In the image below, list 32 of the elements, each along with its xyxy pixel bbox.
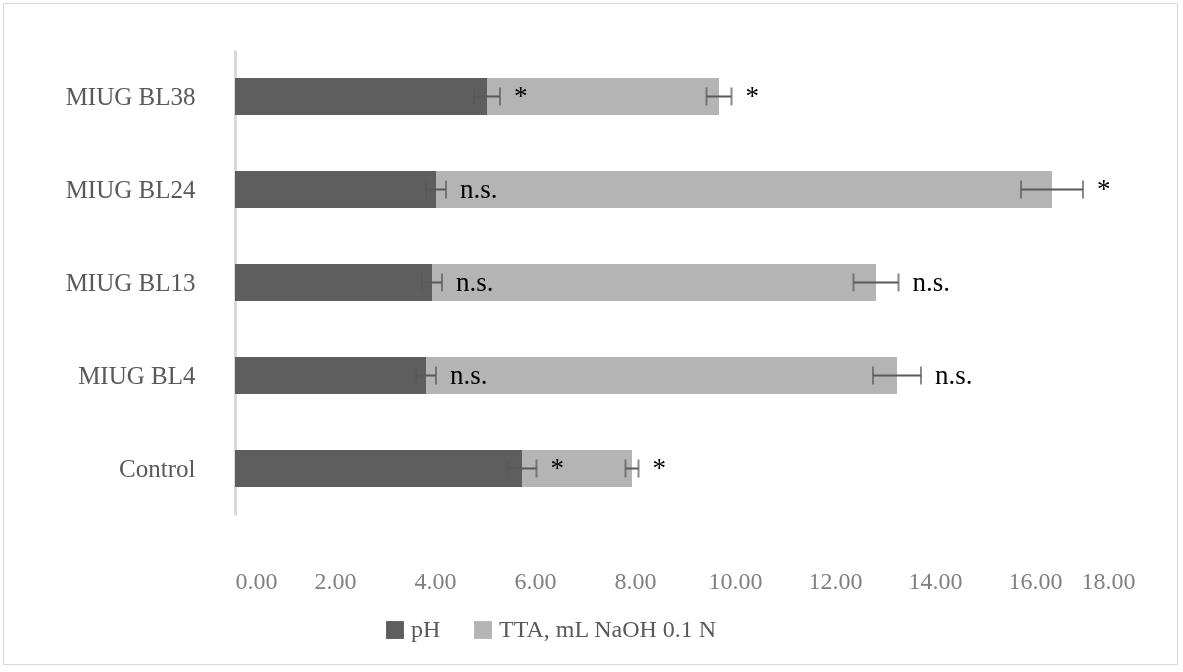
y-tick-label: Control <box>119 454 196 482</box>
y-tick-label: MIUG BL38 <box>65 82 196 110</box>
x-tick-label: 10.00 <box>708 567 763 594</box>
annotation: * <box>550 452 564 483</box>
x-tick-label: 16.00 <box>1008 567 1063 594</box>
bar <box>522 449 632 488</box>
annotation: * <box>1097 173 1111 204</box>
bar <box>432 263 876 302</box>
legend-label: TTA, mL NaOH 0.1 N <box>499 616 717 642</box>
annotation: * <box>514 80 528 111</box>
bar <box>436 170 1052 209</box>
x-tick-label: 4.00 <box>414 567 457 594</box>
annotation: n.s. <box>456 266 494 297</box>
annotation: n.s. <box>460 173 498 204</box>
x-tick-label: 18.00 <box>1081 567 1136 594</box>
x-tick-label: 6.00 <box>514 567 557 594</box>
annotation: * <box>652 452 666 483</box>
x-tick-label: 8.00 <box>614 567 657 594</box>
y-tick-label: MIUG BL13 <box>65 268 196 296</box>
legend-label: pH <box>411 616 441 642</box>
annotation: * <box>745 80 759 111</box>
annotation: n.s. <box>450 359 488 390</box>
x-tick-label: 0.00 <box>235 567 278 594</box>
bar <box>487 77 719 116</box>
bar <box>426 356 897 395</box>
x-tick-label: 12.00 <box>808 567 863 594</box>
y-tick-label: MIUG BL24 <box>65 175 196 203</box>
annotation: n.s. <box>935 359 973 390</box>
x-tick-label: 14.00 <box>908 567 963 594</box>
annotation: n.s. <box>912 266 951 297</box>
x-tick-label: 2.00 <box>314 567 357 594</box>
y-tick-label: MIUG BL4 <box>78 361 196 389</box>
